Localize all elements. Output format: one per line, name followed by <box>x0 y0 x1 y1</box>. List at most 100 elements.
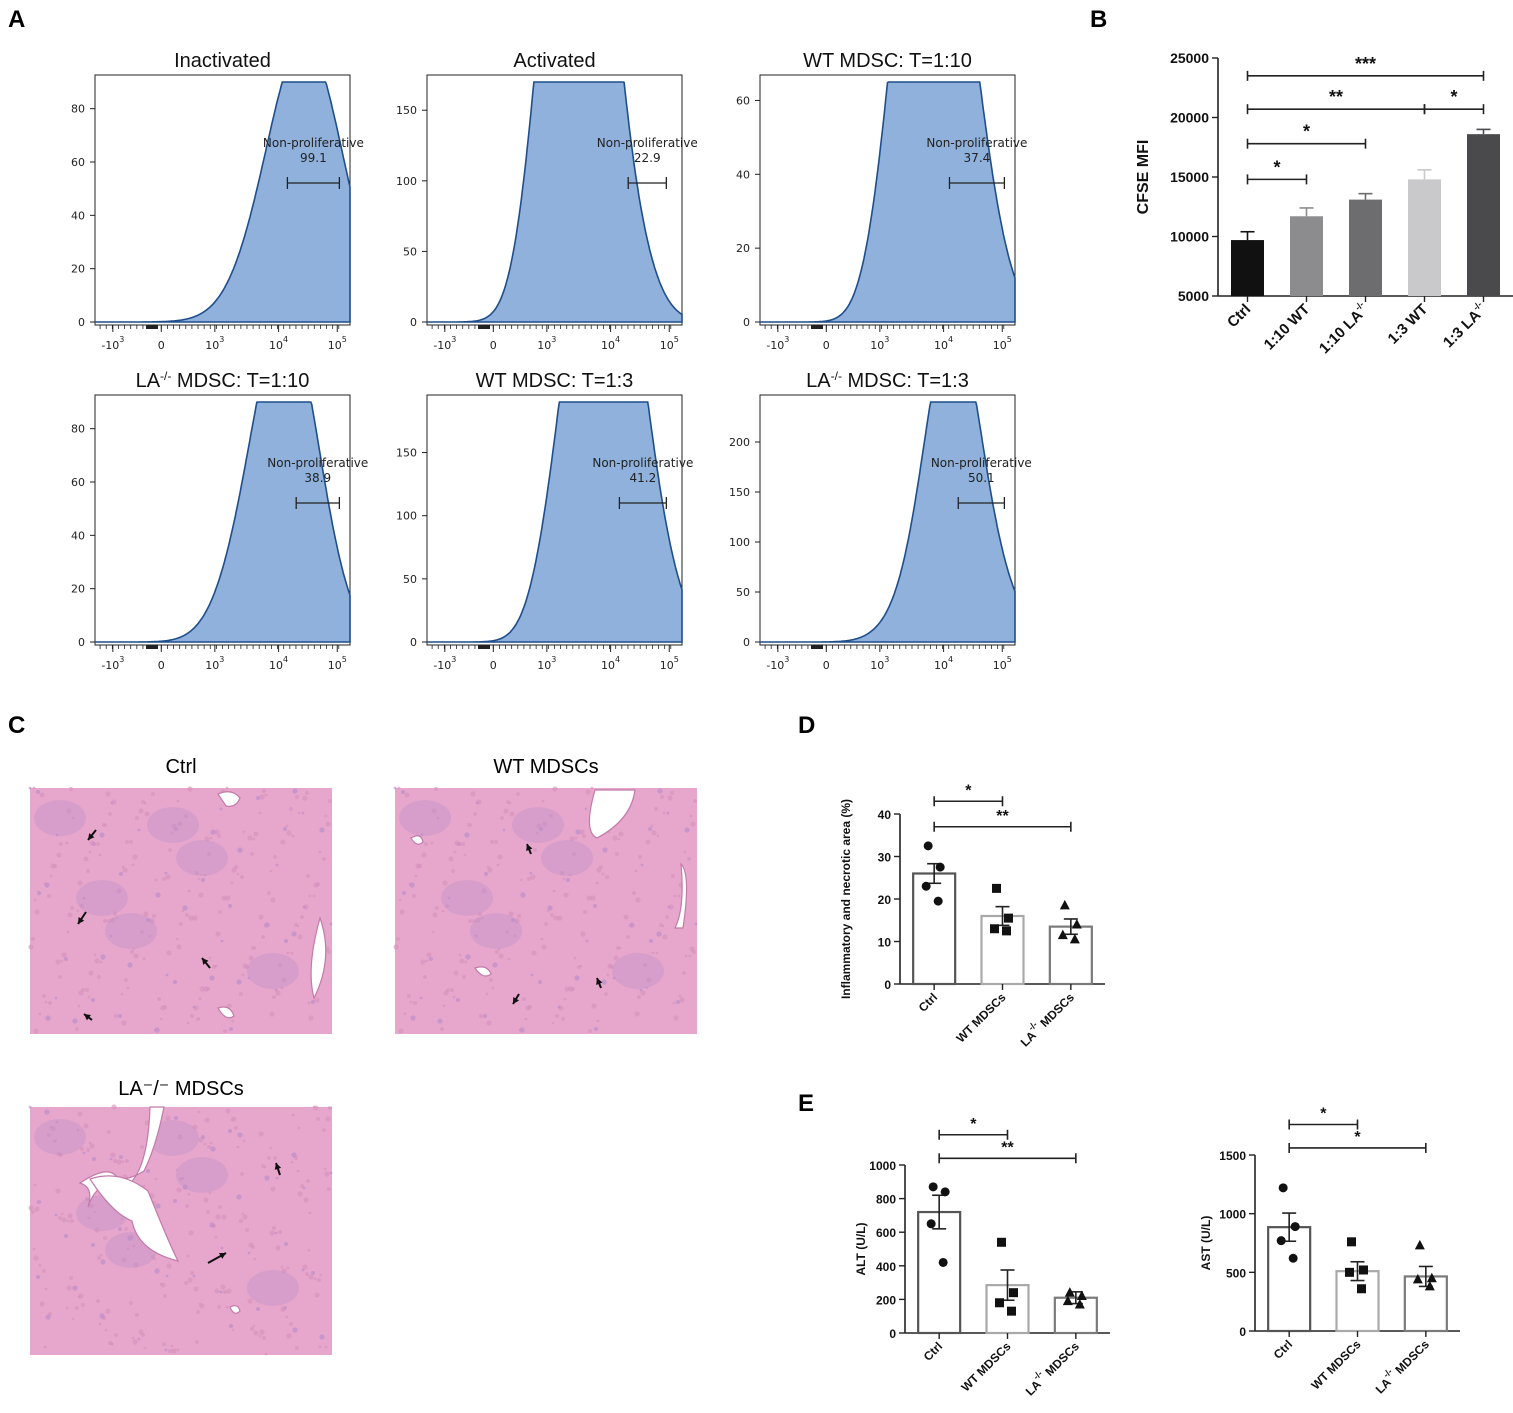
cell-speckle <box>639 988 643 992</box>
data-point <box>921 881 931 891</box>
cell-speckle <box>58 1216 62 1220</box>
cell-speckle <box>188 915 194 921</box>
lesion-arrow-head <box>526 844 533 851</box>
cell-speckle <box>32 1247 36 1251</box>
cell-speckle <box>263 924 267 928</box>
x-zero-band <box>478 325 490 329</box>
cell-speckle <box>207 852 211 856</box>
cell-speckle <box>113 1159 117 1163</box>
y-tick-label: 1000 <box>869 1159 896 1173</box>
cell-speckle <box>33 1028 39 1034</box>
cell-speckle <box>306 1179 310 1183</box>
cell-speckle <box>99 1253 103 1257</box>
cell-speckle <box>66 808 72 814</box>
cell-speckle <box>94 958 100 964</box>
x-zero-band <box>146 645 158 649</box>
cell-speckle <box>520 892 526 898</box>
cell-speckle <box>221 1214 227 1220</box>
cell-speckle <box>28 1105 32 1109</box>
cell-speckle <box>122 867 128 873</box>
cell-speckle <box>121 1160 125 1164</box>
lesion-arrow-head <box>202 958 209 965</box>
cell-speckle <box>226 1288 232 1294</box>
cell-speckle <box>429 957 433 961</box>
cell-speckle <box>28 786 32 790</box>
cell-speckle <box>66 930 70 934</box>
cell-speckle <box>267 891 271 895</box>
cell-speckle <box>549 814 553 818</box>
cell-speckle <box>596 867 602 873</box>
cell-speckle <box>76 909 80 913</box>
cell-speckle <box>511 918 515 922</box>
cell-speckle <box>88 970 94 976</box>
cell-speckle <box>676 1000 680 1004</box>
histogram-title: WT MDSC: T=1:3 <box>476 370 634 392</box>
cell-speckle <box>474 934 478 938</box>
gate-value: 41.2 <box>629 471 656 485</box>
y-tick-label: 100 <box>396 510 417 523</box>
cell-speckle <box>586 895 592 901</box>
cell-speckle <box>103 1236 107 1240</box>
cell-speckle <box>445 904 449 908</box>
y-tick-label: 0 <box>889 1327 896 1341</box>
cell-speckle <box>562 877 566 881</box>
cell-speckle <box>171 823 177 829</box>
cell-speckle <box>297 934 303 940</box>
y-tick-label: 150 <box>729 486 750 499</box>
cell-speckle <box>165 874 171 880</box>
data-point <box>1359 1265 1368 1275</box>
cell-speckle <box>220 1246 224 1250</box>
cell-speckle <box>280 986 284 990</box>
inflammatory-patch <box>512 807 564 843</box>
cell-speckle <box>198 997 202 1001</box>
cell-speckle <box>220 1284 226 1290</box>
cell-speckle <box>295 1346 299 1350</box>
cell-speckle <box>553 915 559 921</box>
cell-speckle <box>667 905 671 909</box>
cell-speckle <box>415 863 421 869</box>
panel-label-b: B <box>1090 6 1108 33</box>
cell-speckle <box>673 1015 679 1021</box>
data-point <box>935 862 945 872</box>
cell-speckle <box>175 1168 179 1172</box>
cell-speckle <box>56 1151 62 1157</box>
cell-speckle <box>229 1324 233 1328</box>
histogram-area <box>427 401 683 643</box>
cell-speckle <box>324 1345 328 1349</box>
cell-speckle <box>118 1014 122 1018</box>
data-point <box>997 1237 1006 1247</box>
cell-speckle <box>208 956 212 960</box>
cell-speckle <box>162 877 166 881</box>
cell-speckle <box>300 1184 304 1188</box>
cell-speckle <box>601 979 607 985</box>
cell-speckle <box>575 829 581 835</box>
cell-speckle <box>312 1105 316 1109</box>
cell-speckle <box>448 856 454 862</box>
cell-speckle <box>86 869 90 873</box>
cell-speckle <box>507 957 511 961</box>
data-point <box>1069 933 1080 944</box>
cell-speckle <box>87 995 91 999</box>
histology-image-ctrl <box>28 786 333 1034</box>
cell-speckle <box>637 995 641 999</box>
y-tick-label: 30 <box>878 851 892 865</box>
cell-speckle <box>115 916 119 920</box>
lesion-arrow-head <box>274 1163 282 1170</box>
vessel-lumen <box>229 1305 241 1314</box>
cell-speckle <box>646 977 652 983</box>
significance-label: *** <box>1355 54 1376 74</box>
cell-speckle <box>432 912 438 918</box>
cell-speckle <box>170 1344 174 1348</box>
cell-speckle <box>129 1301 133 1305</box>
cell-speckle <box>683 850 687 854</box>
cell-speckle <box>688 954 692 958</box>
bar <box>917 1210 962 1335</box>
cell-speckle <box>640 990 646 996</box>
vessel-lumen <box>310 916 327 1000</box>
cell-speckle <box>245 1228 249 1232</box>
cell-speckle <box>264 793 268 797</box>
cell-speckle <box>208 1191 212 1195</box>
cell-speckle <box>230 1118 234 1122</box>
cell-speckle <box>313 1277 317 1281</box>
cell-speckle <box>127 962 133 968</box>
